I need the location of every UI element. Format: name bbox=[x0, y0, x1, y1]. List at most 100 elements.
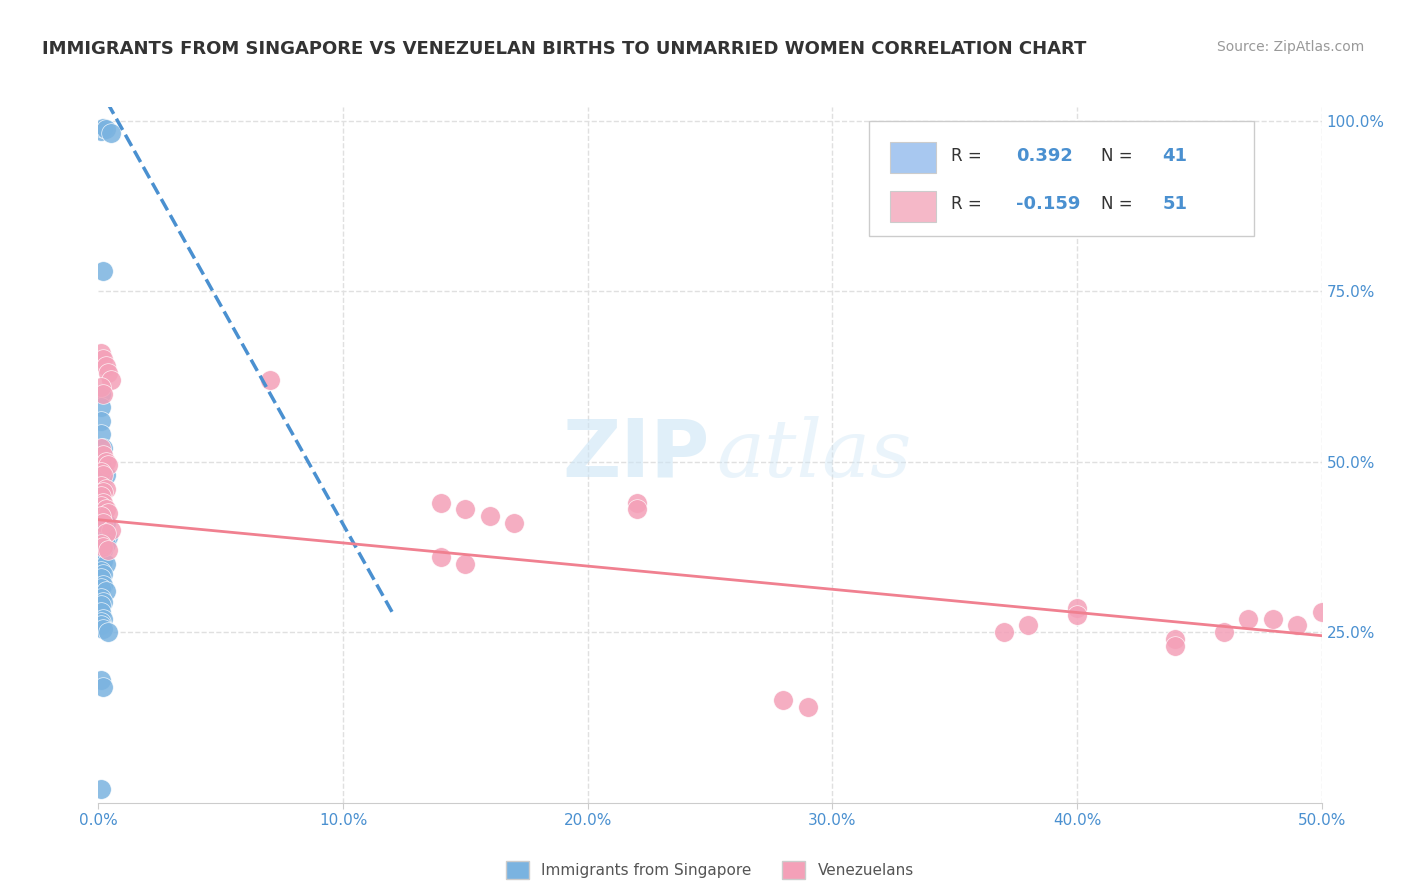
FancyBboxPatch shape bbox=[869, 121, 1254, 235]
Point bbox=[797, 700, 820, 714]
Point bbox=[91, 680, 114, 694]
Point bbox=[90, 380, 112, 394]
Point bbox=[91, 540, 114, 554]
Point bbox=[90, 523, 112, 537]
Point bbox=[90, 673, 112, 687]
Point bbox=[90, 478, 112, 492]
Point bbox=[454, 502, 477, 516]
Point bbox=[91, 612, 114, 626]
Point bbox=[97, 366, 120, 380]
Text: ZIP: ZIP bbox=[562, 416, 710, 494]
Point bbox=[91, 482, 114, 496]
Text: R =: R = bbox=[950, 147, 987, 165]
Text: -0.159: -0.159 bbox=[1015, 195, 1080, 213]
Point bbox=[91, 594, 114, 608]
Point bbox=[90, 571, 112, 585]
Point bbox=[94, 502, 117, 516]
Point bbox=[90, 441, 112, 455]
Point bbox=[91, 264, 114, 278]
Point bbox=[1237, 612, 1260, 626]
Point bbox=[90, 427, 112, 442]
Point bbox=[90, 605, 112, 619]
Point bbox=[478, 509, 501, 524]
Point bbox=[90, 400, 112, 414]
Point bbox=[94, 359, 117, 374]
Point bbox=[1164, 632, 1187, 646]
Bar bbox=[890, 142, 936, 173]
Point bbox=[91, 352, 114, 367]
Legend: Immigrants from Singapore, Venezuelans: Immigrants from Singapore, Venezuelans bbox=[501, 855, 920, 886]
Point bbox=[97, 530, 120, 544]
Point bbox=[91, 543, 114, 558]
Point bbox=[94, 536, 117, 550]
Point bbox=[100, 126, 122, 140]
Point bbox=[94, 516, 117, 530]
Point bbox=[1212, 625, 1234, 640]
Point bbox=[91, 120, 114, 135]
Point bbox=[90, 615, 112, 629]
Point bbox=[91, 516, 114, 530]
Point bbox=[91, 554, 114, 568]
Text: 0.392: 0.392 bbox=[1015, 147, 1073, 165]
Text: N =: N = bbox=[1101, 195, 1139, 213]
Point bbox=[91, 496, 114, 510]
Point bbox=[626, 502, 648, 516]
Point bbox=[97, 625, 120, 640]
Point bbox=[100, 523, 122, 537]
Point bbox=[91, 448, 114, 462]
Point bbox=[90, 598, 112, 612]
Point bbox=[90, 509, 112, 524]
Text: R =: R = bbox=[950, 195, 987, 213]
Point bbox=[90, 124, 112, 138]
Point bbox=[91, 485, 114, 500]
Point bbox=[94, 482, 117, 496]
Bar bbox=[890, 191, 936, 222]
Text: IMMIGRANTS FROM SINGAPORE VS VENEZUELAN BIRTHS TO UNMARRIED WOMEN CORRELATION CH: IMMIGRANTS FROM SINGAPORE VS VENEZUELAN … bbox=[42, 40, 1087, 58]
Point bbox=[94, 455, 117, 469]
Point bbox=[97, 506, 120, 520]
Point bbox=[1066, 601, 1088, 615]
Point bbox=[90, 465, 112, 479]
Text: 41: 41 bbox=[1163, 147, 1188, 165]
Point bbox=[1261, 612, 1284, 626]
Text: atlas: atlas bbox=[716, 417, 911, 493]
Point bbox=[91, 622, 114, 636]
Point bbox=[94, 121, 117, 136]
Point bbox=[91, 468, 114, 483]
Text: N =: N = bbox=[1101, 147, 1139, 165]
Point bbox=[90, 455, 112, 469]
Point bbox=[90, 536, 112, 550]
Point bbox=[94, 584, 117, 599]
Point bbox=[1286, 618, 1309, 632]
Point bbox=[100, 373, 122, 387]
Point bbox=[430, 550, 453, 565]
Point bbox=[1164, 639, 1187, 653]
Text: Source: ZipAtlas.com: Source: ZipAtlas.com bbox=[1216, 40, 1364, 54]
Point bbox=[90, 414, 112, 428]
Point bbox=[626, 496, 648, 510]
Point bbox=[90, 618, 112, 632]
Point bbox=[90, 581, 112, 595]
Point bbox=[91, 386, 114, 401]
Point bbox=[90, 496, 112, 510]
Point bbox=[90, 591, 112, 606]
Point bbox=[503, 516, 526, 530]
Point bbox=[772, 693, 794, 707]
Point bbox=[90, 550, 112, 565]
Point bbox=[1017, 618, 1039, 632]
Point bbox=[454, 557, 477, 571]
Point bbox=[90, 564, 112, 578]
Point bbox=[90, 386, 112, 401]
Point bbox=[91, 509, 114, 524]
Point bbox=[259, 373, 281, 387]
Point bbox=[97, 543, 120, 558]
Point bbox=[94, 526, 117, 541]
Text: 51: 51 bbox=[1163, 195, 1188, 213]
Point bbox=[430, 496, 453, 510]
Point bbox=[90, 499, 112, 513]
Point bbox=[90, 489, 112, 503]
Point bbox=[1310, 605, 1333, 619]
Point bbox=[1066, 608, 1088, 623]
Point bbox=[94, 468, 117, 483]
Point bbox=[90, 345, 112, 359]
